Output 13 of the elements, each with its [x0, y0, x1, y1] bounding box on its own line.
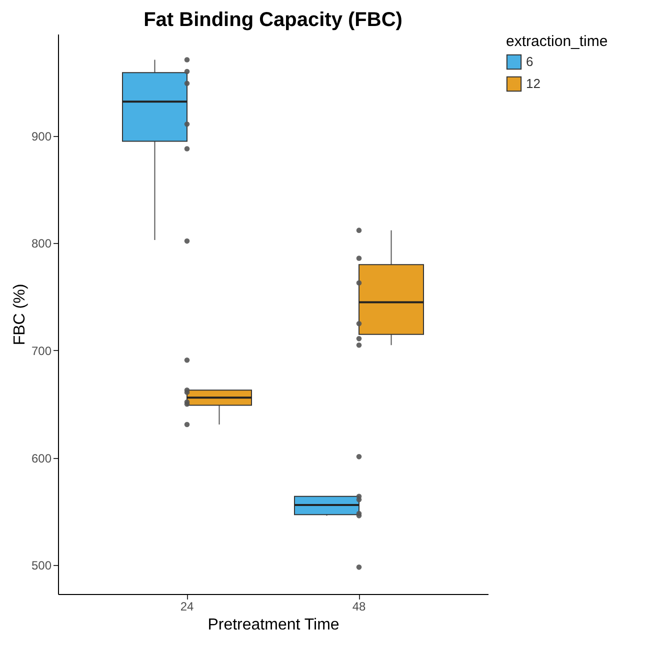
- x-tick-label: 48: [352, 600, 366, 614]
- y-tick-label: 500: [31, 558, 52, 573]
- legend-title: extraction_time: [506, 33, 608, 50]
- x-tick-label: 24: [180, 600, 194, 614]
- x-axis-title: Pretreatment Time: [208, 616, 340, 634]
- chart-title: Fat Binding Capacity (FBC): [144, 9, 402, 31]
- y-tick-label: 800: [31, 236, 52, 251]
- y-axis-title: FBC (%): [11, 284, 28, 346]
- legend-label: 6: [526, 54, 534, 69]
- legend-label: 12: [526, 76, 540, 91]
- y-tick-label: 700: [31, 344, 52, 358]
- y-tick-label: 600: [31, 451, 52, 466]
- y-tick-label: 900: [31, 129, 52, 144]
